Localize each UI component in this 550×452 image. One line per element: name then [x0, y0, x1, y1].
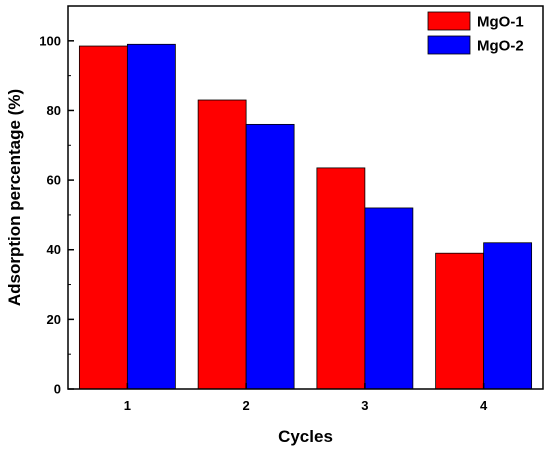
x-tick-label-4: 4: [480, 398, 488, 413]
x-tick-label-1: 1: [124, 398, 131, 413]
legend-swatch-mgo-2: [427, 35, 471, 55]
y-tick-label-80: 80: [47, 103, 61, 118]
bar-mgo-2-cycle-1: [126, 43, 176, 390]
legend: MgO-1 MgO-2: [427, 11, 524, 55]
y-tick-label-40: 40: [47, 242, 61, 257]
plot-frame: [67, 5, 544, 390]
legend-swatch-mgo-1: [427, 11, 471, 31]
x-tick-label-2: 2: [243, 398, 250, 413]
bar-mgo-1-cycle-3: [316, 167, 366, 390]
bar-mgo-2-cycle-2: [245, 123, 295, 390]
y-tick-label-100: 100: [39, 33, 61, 48]
legend-label-mgo-1: MgO-1: [477, 14, 524, 31]
bar-mgo-2-cycle-4: [483, 242, 533, 390]
legend-label-mgo-2: MgO-2: [477, 38, 524, 55]
x-tick-label-3: 3: [361, 398, 368, 413]
y-axis: 0 20 40 60 80 100: [39, 33, 74, 397]
y-tick-label-60: 60: [47, 173, 61, 188]
bar-mgo-1-cycle-1: [78, 45, 128, 390]
bar-mgo-2-cycle-3: [364, 207, 414, 390]
x-axis: 1 2 3 4: [124, 383, 488, 413]
y-tick-label-0: 0: [54, 382, 61, 397]
bar-mgo-1-cycle-4: [435, 252, 485, 390]
y-axis-title: Adsorption percentage (%): [5, 89, 24, 306]
y-tick-label-20: 20: [47, 312, 61, 327]
bar-mgo-1-cycle-2: [197, 99, 247, 390]
x-axis-title: Cycles: [278, 427, 333, 446]
bars-group: [78, 43, 533, 390]
